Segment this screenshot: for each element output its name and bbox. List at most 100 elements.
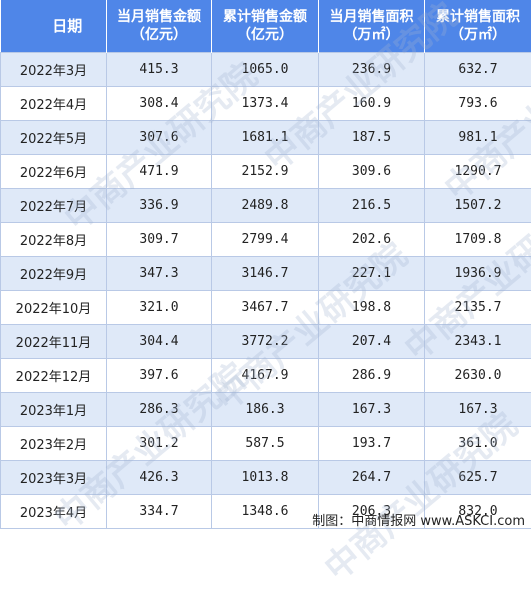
date-cell: 2023年1月 xyxy=(1,393,107,427)
value-cell: 1065.0 xyxy=(212,53,319,87)
sales-table: 日期当月销售金额（亿元）累计销售金额（亿元）当月销售面积（万㎡）累计销售面积（万… xyxy=(0,0,531,529)
date-cell: 2023年4月 xyxy=(1,495,107,529)
date-cell: 2022年7月 xyxy=(1,189,107,223)
value-cell: 1290.7 xyxy=(425,155,531,189)
column-header-0: 日期 xyxy=(1,0,107,53)
value-cell: 2152.9 xyxy=(212,155,319,189)
sales-table-container: 日期当月销售金额（亿元）累计销售金额（亿元）当月销售面积（万㎡）累计销售面积（万… xyxy=(0,0,531,529)
date-cell: 2022年8月 xyxy=(1,223,107,257)
value-cell: 304.4 xyxy=(107,325,212,359)
value-cell: 264.7 xyxy=(319,461,425,495)
date-cell: 2022年12月 xyxy=(1,359,107,393)
date-cell: 2023年3月 xyxy=(1,461,107,495)
value-cell: 2343.1 xyxy=(425,325,531,359)
value-cell: 2135.7 xyxy=(425,291,531,325)
value-cell: 625.7 xyxy=(425,461,531,495)
value-cell: 334.7 xyxy=(107,495,212,529)
table-header: 日期当月销售金额（亿元）累计销售金额（亿元）当月销售面积（万㎡）累计销售面积（万… xyxy=(1,0,531,53)
value-cell: 1507.2 xyxy=(425,189,531,223)
date-cell: 2022年3月 xyxy=(1,53,107,87)
value-cell: 1709.8 xyxy=(425,223,531,257)
value-cell: 415.3 xyxy=(107,53,212,87)
value-cell: 202.6 xyxy=(319,223,425,257)
column-header-title: 累计销售面积 xyxy=(425,8,531,26)
value-cell: 471.9 xyxy=(107,155,212,189)
column-header-unit: （万㎡） xyxy=(425,26,531,44)
value-cell: 167.3 xyxy=(319,393,425,427)
value-cell: 587.5 xyxy=(212,427,319,461)
value-cell: 336.9 xyxy=(107,189,212,223)
value-cell: 4167.9 xyxy=(212,359,319,393)
value-cell: 1013.8 xyxy=(212,461,319,495)
value-cell: 632.7 xyxy=(425,53,531,87)
column-header-4: 累计销售面积（万㎡） xyxy=(425,0,531,53)
column-header-title: 日期 xyxy=(29,17,107,35)
value-cell: 198.8 xyxy=(319,291,425,325)
value-cell: 1681.1 xyxy=(212,121,319,155)
value-cell: 286.9 xyxy=(319,359,425,393)
value-cell: 286.3 xyxy=(107,393,212,427)
date-cell: 2022年6月 xyxy=(1,155,107,189)
column-header-title: 累计销售金额 xyxy=(212,8,318,26)
value-cell: 187.5 xyxy=(319,121,425,155)
date-cell: 2023年2月 xyxy=(1,427,107,461)
value-cell: 321.0 xyxy=(107,291,212,325)
column-header-1: 当月销售金额（亿元） xyxy=(107,0,212,53)
date-cell: 2022年5月 xyxy=(1,121,107,155)
value-cell: 2799.4 xyxy=(212,223,319,257)
column-header-3: 当月销售面积（万㎡） xyxy=(319,0,425,53)
value-cell: 301.2 xyxy=(107,427,212,461)
column-header-unit: （万㎡） xyxy=(319,26,424,44)
value-cell: 309.6 xyxy=(319,155,425,189)
date-cell: 2022年10月 xyxy=(1,291,107,325)
value-cell: 307.6 xyxy=(107,121,212,155)
date-cell: 2022年4月 xyxy=(1,87,107,121)
value-cell: 193.7 xyxy=(319,427,425,461)
value-cell: 2630.0 xyxy=(425,359,531,393)
date-cell: 2022年11月 xyxy=(1,325,107,359)
value-cell: 347.3 xyxy=(107,257,212,291)
value-cell: 1373.4 xyxy=(212,87,319,121)
value-cell: 426.3 xyxy=(107,461,212,495)
value-cell: 1936.9 xyxy=(425,257,531,291)
value-cell: 397.6 xyxy=(107,359,212,393)
value-cell: 186.3 xyxy=(212,393,319,427)
value-cell: 167.3 xyxy=(425,393,531,427)
value-cell: 160.9 xyxy=(319,87,425,121)
column-header-unit: （亿元） xyxy=(212,26,318,44)
value-cell: 3467.7 xyxy=(212,291,319,325)
value-cell: 207.4 xyxy=(319,325,425,359)
value-cell: 227.1 xyxy=(319,257,425,291)
value-cell: 361.0 xyxy=(425,427,531,461)
column-header-title: 当月销售金额 xyxy=(107,8,211,26)
value-cell: 216.5 xyxy=(319,189,425,223)
source-footer: 制图：中商情报网 www.ASKCI.com xyxy=(312,510,525,529)
value-cell: 309.7 xyxy=(107,223,212,257)
column-header-2: 累计销售金额（亿元） xyxy=(212,0,319,53)
value-cell: 3146.7 xyxy=(212,257,319,291)
value-cell: 3772.2 xyxy=(212,325,319,359)
value-cell: 236.9 xyxy=(319,53,425,87)
column-header-unit: （亿元） xyxy=(107,26,211,44)
value-cell: 1348.6 xyxy=(212,495,319,529)
value-cell: 2489.8 xyxy=(212,189,319,223)
value-cell: 793.6 xyxy=(425,87,531,121)
column-header-title: 当月销售面积 xyxy=(319,8,424,26)
value-cell: 308.4 xyxy=(107,87,212,121)
value-cell: 981.1 xyxy=(425,121,531,155)
date-cell: 2022年9月 xyxy=(1,257,107,291)
